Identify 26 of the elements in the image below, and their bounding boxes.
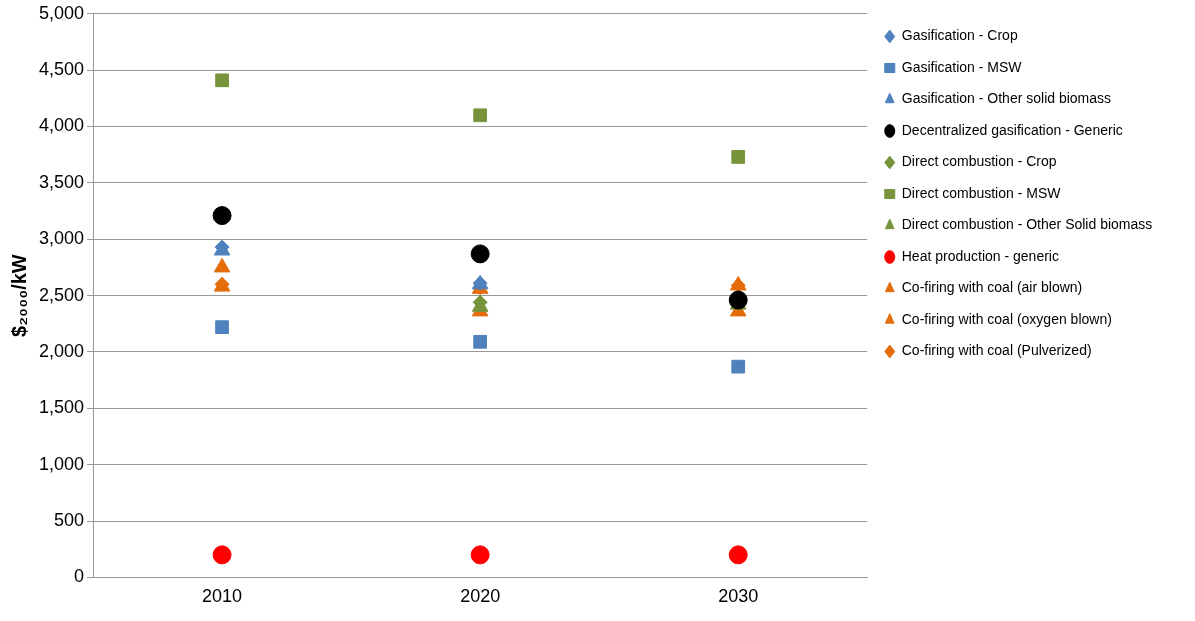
legend-label: Co-firing with coal (air blown)	[901, 279, 1083, 296]
legend-label: Gasification - Crop	[901, 27, 1018, 44]
legend-label: Direct combustion - MSW	[901, 184, 1062, 201]
legend-label: Co-firing with coal (oxygen blown)	[901, 310, 1112, 327]
legend-label: Gasification - MSW	[901, 58, 1023, 75]
legend-label: Decentralized gasification - Generic	[901, 121, 1123, 138]
y-tick-label: 2,000	[39, 340, 85, 361]
y-axis-title: $₂₀₀₀/kW	[7, 254, 30, 337]
y-tick-label: 1,500	[39, 397, 85, 418]
y-tick-label: 500	[54, 510, 85, 531]
y-tick-label: 3,000	[39, 228, 85, 249]
y-tick-label: 1,000	[39, 453, 85, 474]
y-tick-label: 4,500	[39, 59, 85, 80]
y-tick-label: 0	[74, 566, 85, 587]
x-tick-label: 2030	[718, 586, 759, 607]
y-tick-label: 5,000	[39, 2, 85, 23]
x-tick-label: 2010	[202, 586, 243, 607]
legend-label: Co-firing with coal (Pulverized)	[901, 342, 1092, 359]
legend-label: Gasification - Other solid biomass	[901, 90, 1112, 107]
y-tick-label: 3,500	[39, 171, 85, 192]
legend-label: Heat production - generic	[901, 247, 1059, 264]
y-tick-label: 4,000	[39, 115, 85, 136]
legend-label: Direct combustion - Other Solid biomass	[901, 216, 1153, 233]
legend-label: Direct combustion - Crop	[901, 153, 1057, 170]
x-tick-label: 2020	[460, 586, 501, 607]
y-tick-label: 2,500	[39, 284, 85, 305]
